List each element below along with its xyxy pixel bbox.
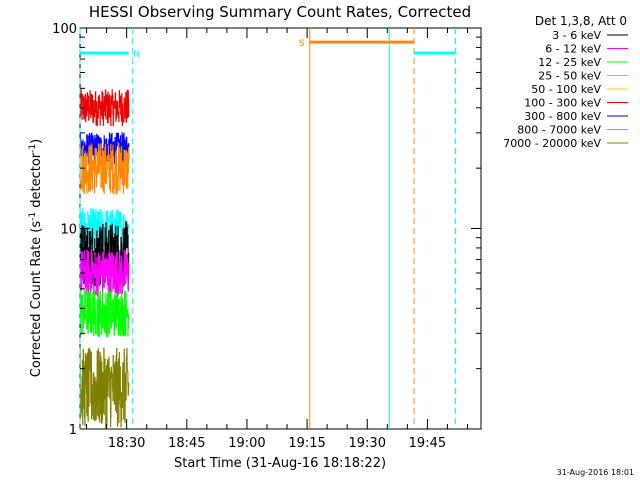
legend-label: 800 - 7000 keV [517, 124, 601, 137]
series-12-25keV-line [79, 288, 130, 338]
y-axis-label-sup2: -1 [28, 144, 38, 153]
y-tick-label: 100 [52, 22, 77, 37]
x-tick-label: 19:00 [228, 436, 265, 451]
y-axis-label-end: ) [29, 139, 44, 144]
y-axis-label: Corrected Count Rate (s-1 detector-1) [28, 139, 44, 377]
flag-label: N [133, 50, 140, 60]
x-tick-label: 19:45 [409, 436, 446, 451]
axis-layer: 1 10 100 18:30 18:45 19:00 19:15 19:30 19:45 [52, 22, 481, 451]
x-axis-label: Start Time (31-Aug-16 18:18:22) [174, 456, 386, 471]
marker-layer [79, 28, 456, 429]
plot-frame [79, 27, 482, 430]
legend-label: 6 - 12 keV [545, 43, 601, 56]
legend-label: 12 - 25 keV [538, 56, 601, 69]
series-800-7000keV-line [79, 141, 130, 195]
y-tick-label: 10 [60, 223, 77, 238]
legend-header: Det 1,3,8, Att 0 [535, 14, 627, 28]
flag-label: S [299, 39, 305, 49]
legend-label: 50 - 100 keV [531, 83, 601, 96]
legend-label: 7000 - 20000 keV [503, 137, 601, 150]
series-7000-20000keV-line [79, 345, 130, 429]
legend-label: 3 - 6 keV [552, 29, 601, 42]
footer-timestamp: 31-Aug-2016 18:01 [557, 468, 634, 477]
y-axis-label-mid: detector [29, 152, 44, 212]
x-tick-label: 19:30 [349, 436, 386, 451]
y-tick-label: 1 [69, 423, 77, 438]
series-layer [79, 84, 130, 429]
x-tick-label: 19:15 [288, 436, 325, 451]
y-axis-label-main: Corrected Count Rate (s [29, 221, 44, 378]
chart-title: HESSI Observing Summary Count Rates, Cor… [89, 3, 471, 21]
legend-label: 100 - 300 keV [524, 97, 601, 110]
series-100-300keV-line [79, 84, 130, 127]
legend-label: 300 - 800 keV [524, 110, 601, 123]
legend-label: 25 - 50 keV [538, 70, 601, 83]
x-tick-label: 18:30 [108, 436, 145, 451]
y-axis-label-sup1: -1 [28, 212, 38, 221]
series-25-50keV-line [79, 205, 130, 249]
series-6-12keV-line [79, 249, 130, 298]
flag-layer: NS [80, 39, 456, 60]
x-tick-label: 18:45 [168, 436, 205, 451]
